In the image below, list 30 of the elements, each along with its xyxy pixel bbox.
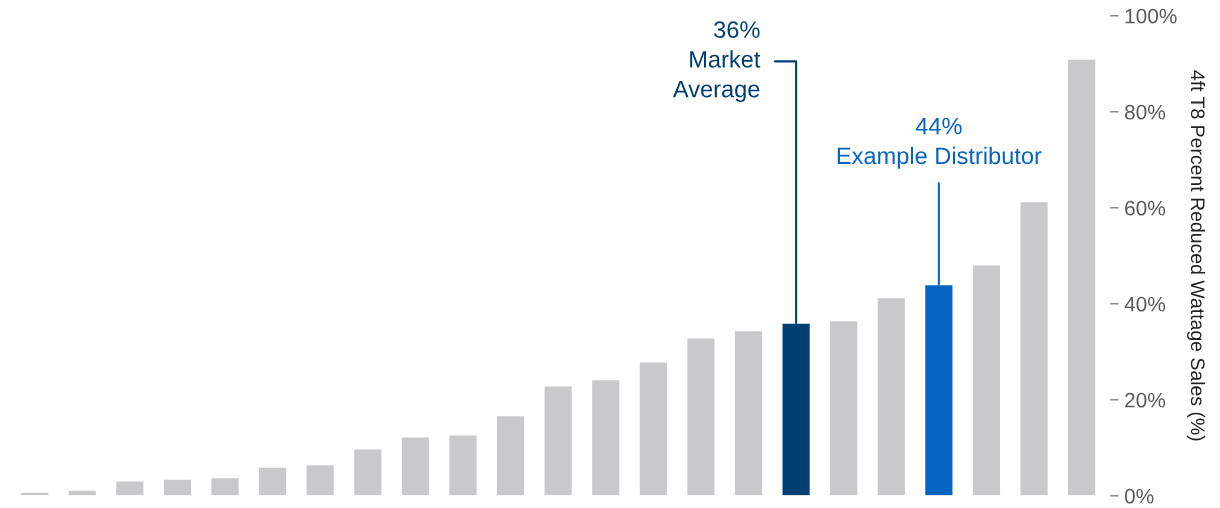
bar (828, 319, 859, 496)
y-axis-title: 4ft T8 Percent Reduced Wattage Sales (%) (1187, 70, 1206, 441)
y-tick-label: 0% (1124, 488, 1154, 504)
bar (1066, 58, 1097, 496)
annotation: 44% Example Distributor (837, 117, 1042, 169)
bar (305, 463, 336, 496)
bar (543, 385, 574, 496)
bar (733, 329, 764, 496)
bar (971, 264, 1002, 496)
bar (162, 478, 193, 496)
bar (495, 414, 526, 496)
bar (257, 466, 288, 496)
bar (590, 378, 621, 496)
bar (400, 436, 431, 496)
bar (114, 480, 145, 496)
bar (1019, 200, 1050, 496)
bar (638, 361, 669, 496)
bar (210, 476, 240, 496)
bar (876, 296, 907, 496)
y-tick-label: 40% (1124, 296, 1166, 312)
bar (447, 434, 478, 496)
y-tick-label: 60% (1125, 200, 1166, 216)
bar (19, 491, 50, 496)
bar (685, 337, 716, 496)
y-tick-label: 80% (1124, 104, 1166, 120)
y-tick-label: 20% (1125, 392, 1166, 408)
y-tick-label: 100% (1125, 8, 1177, 24)
bar (67, 489, 98, 496)
annotation: 36% Market Average (672, 21, 761, 103)
bar (352, 448, 383, 496)
